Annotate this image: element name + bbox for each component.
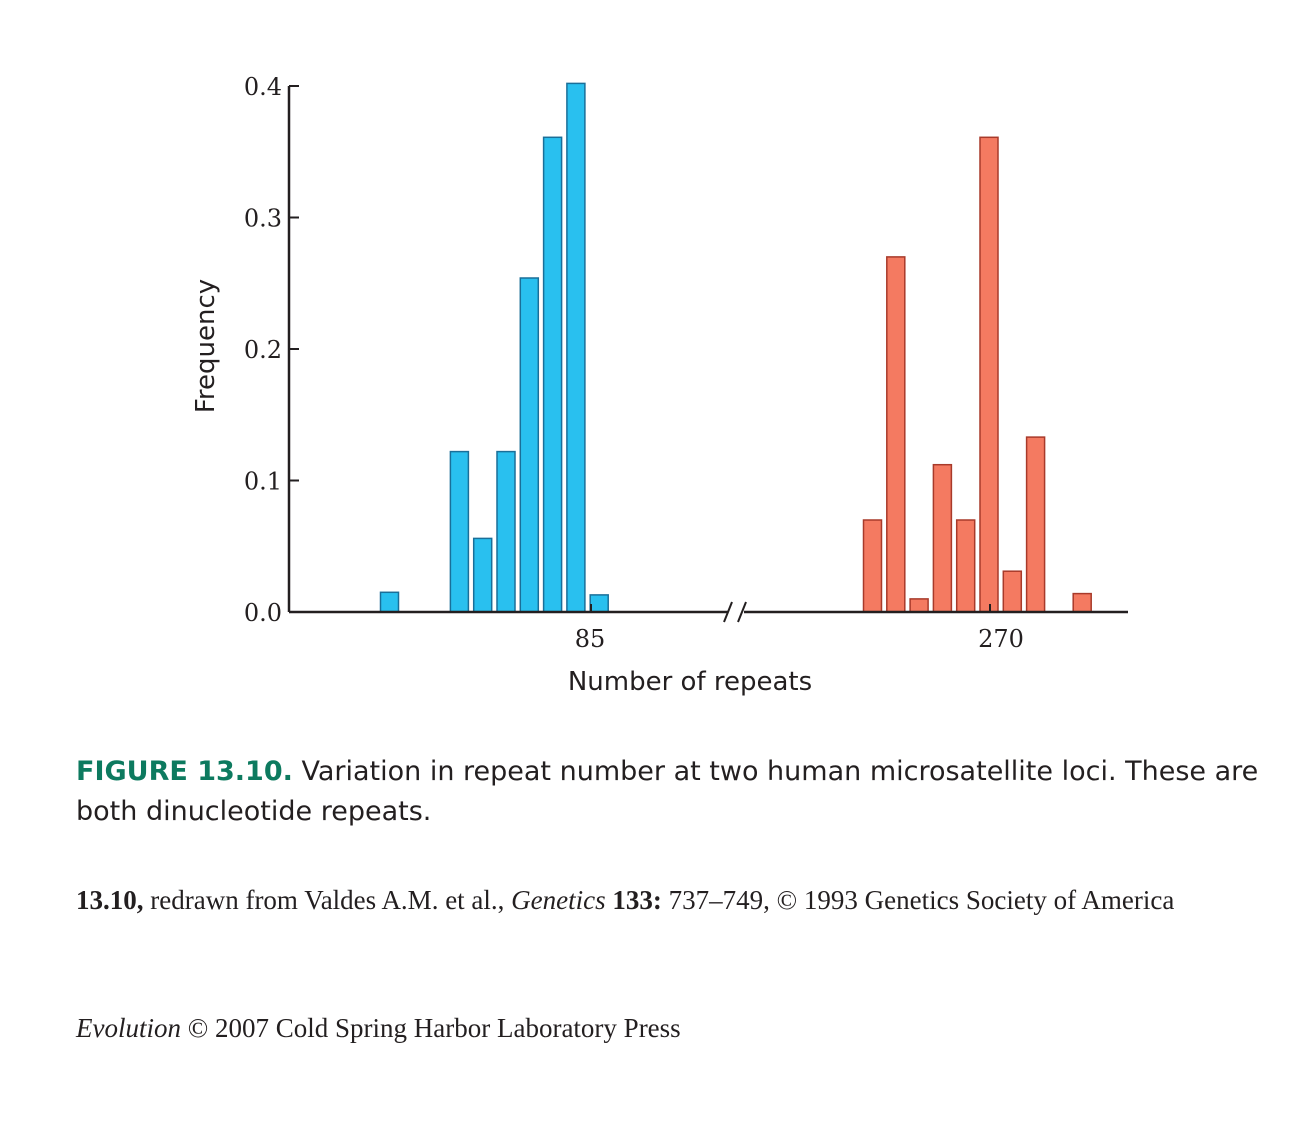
x-tick-label-270: 270 xyxy=(978,625,1024,653)
bars-locus-1 xyxy=(379,82,609,613)
figure-label: FIGURE 13.10. xyxy=(76,756,293,787)
x-tick-label-85: 85 xyxy=(575,625,606,653)
y-tick-label: 0.4 xyxy=(244,73,282,101)
bar xyxy=(472,537,493,613)
axis-break-icon xyxy=(723,601,747,623)
credit-journal: Genetics xyxy=(511,885,606,915)
credit-volume: 133: xyxy=(605,885,662,915)
bar xyxy=(1002,570,1023,613)
bar xyxy=(589,594,609,613)
bar xyxy=(979,136,999,613)
y-tick-label: 0.0 xyxy=(244,599,282,627)
bar xyxy=(909,598,929,613)
y-tick-label: 0.3 xyxy=(244,205,282,233)
bars-locus-2 xyxy=(862,136,1092,613)
x-axis-label: Number of repeats xyxy=(568,667,812,697)
credit-text-1: redrawn from Valdes A.M. et al., xyxy=(143,885,512,915)
press-line: Evolution © 2007 Cold Spring Harbor Labo… xyxy=(76,1008,1266,1048)
bar xyxy=(496,450,516,613)
y-ticks: 0.0 0.1 0.2 0.3 0.4 xyxy=(244,73,299,627)
bar xyxy=(566,82,586,613)
bar xyxy=(449,450,470,613)
credit-id: 13.10, xyxy=(76,885,144,915)
bar xyxy=(862,519,883,613)
bar xyxy=(542,136,563,613)
credit-text-2: 737–749, © 1993 Genetics Society of Amer… xyxy=(661,885,1175,915)
source-credit: 13.10, redrawn from Valdes A.M. et al., … xyxy=(76,880,1266,920)
frequency-bar-chart: 0.0 0.1 0.2 0.3 0.4 85 270 Number of repeats… xyxy=(191,73,1128,697)
bar xyxy=(932,463,953,613)
bar xyxy=(1025,436,1046,613)
y-tick-label: 0.2 xyxy=(244,336,282,364)
press-text: © 2007 Cold Spring Harbor Laboratory Pre… xyxy=(180,1013,681,1043)
caption-text: Variation in repeat number at two human … xyxy=(76,756,1259,827)
bar xyxy=(379,591,400,613)
press-title: Evolution xyxy=(76,1013,181,1043)
figure-caption: FIGURE 13.10. Variation in repeat number… xyxy=(76,752,1266,832)
bar xyxy=(955,519,976,613)
y-axis-label: Frequency xyxy=(191,279,221,413)
bar xyxy=(519,277,540,613)
bar xyxy=(886,256,906,613)
y-tick-label: 0.1 xyxy=(244,468,282,496)
bar xyxy=(1072,592,1092,613)
